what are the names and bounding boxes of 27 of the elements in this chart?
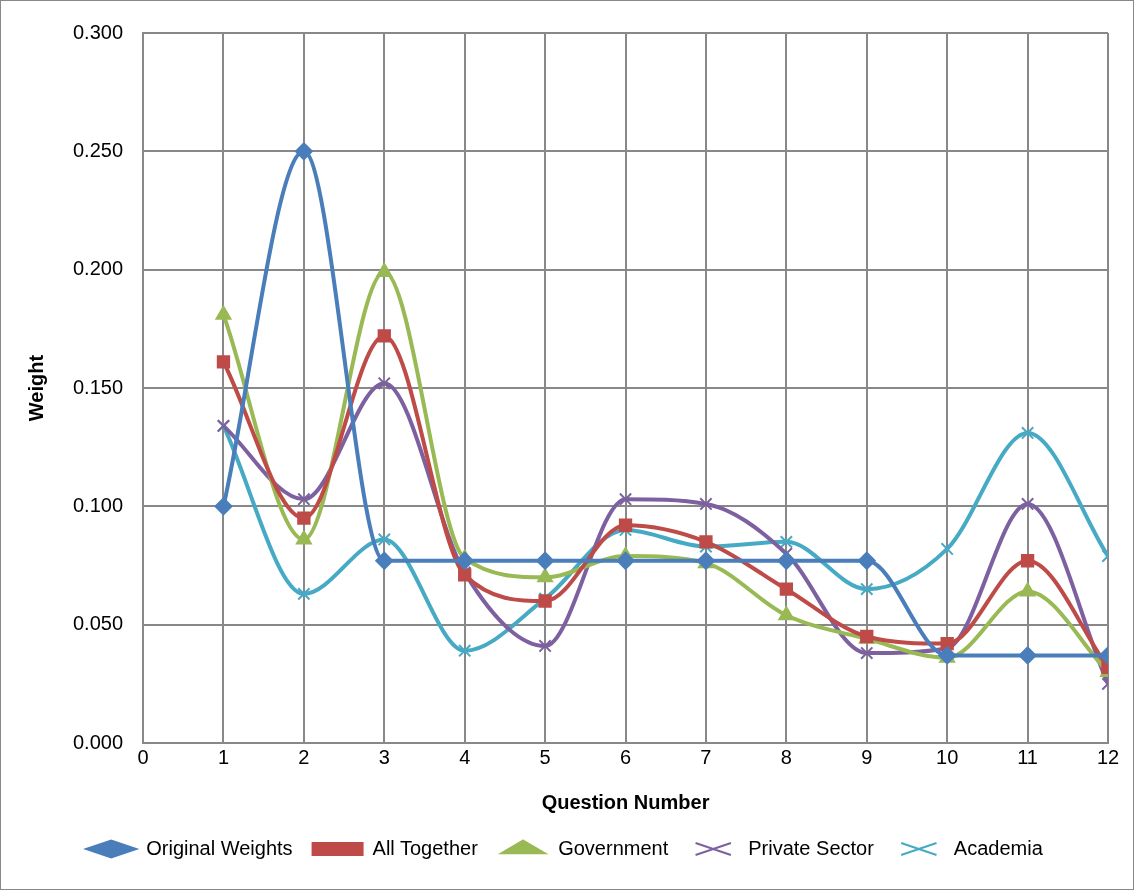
y-tick-label: 0.150 bbox=[72, 375, 124, 398]
x-tick-label: 12 bbox=[1096, 745, 1120, 768]
y-axis-title: Weight bbox=[24, 354, 47, 422]
x-tick-label: 4 bbox=[459, 745, 471, 768]
y-tick-label: 0.050 bbox=[72, 612, 124, 635]
x-tick-label: 1 bbox=[217, 745, 230, 768]
y-tick-label: 0.100 bbox=[72, 493, 124, 516]
y-tick-label: 0.250 bbox=[72, 138, 124, 161]
y-tick-label: 0.200 bbox=[72, 257, 124, 280]
legend-label: Government bbox=[558, 836, 669, 859]
legend-label: Academia bbox=[953, 836, 1044, 859]
y-tick-label: 0.000 bbox=[72, 730, 124, 753]
x-tick-label: 7 bbox=[700, 745, 712, 768]
legend-label: All Together bbox=[372, 836, 479, 859]
y-tick-label: 0.300 bbox=[72, 20, 124, 43]
x-axis-title: Question Number bbox=[541, 790, 710, 813]
x-tick-label: 0 bbox=[137, 745, 149, 768]
legend-label: Original Weights bbox=[146, 836, 293, 859]
x-tick-label: 6 bbox=[619, 745, 632, 768]
x-tick-label: 9 bbox=[861, 745, 873, 768]
x-tick-label: 5 bbox=[539, 745, 551, 768]
legend-label: Private Sector bbox=[748, 836, 875, 859]
x-tick-label: 11 bbox=[1017, 745, 1038, 768]
x-tick-label: 8 bbox=[780, 745, 792, 768]
x-tick-label: 3 bbox=[378, 745, 390, 768]
x-tick-label: 10 bbox=[936, 745, 959, 768]
x-tick-label: 2 bbox=[298, 745, 310, 768]
